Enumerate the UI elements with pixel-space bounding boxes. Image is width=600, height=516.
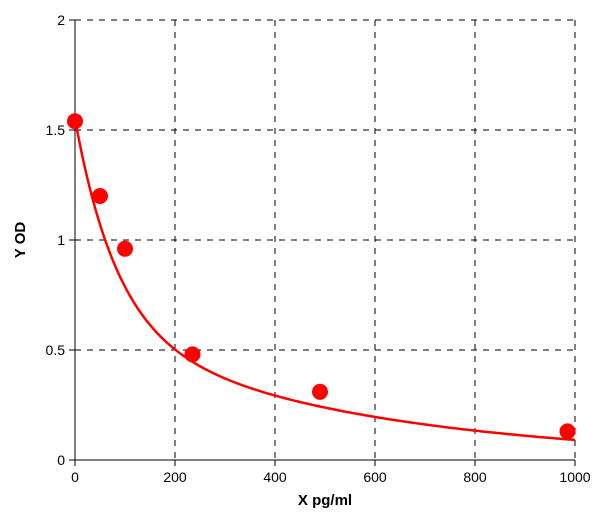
chart-container: 0 200 400 600 800 1000 0 0.5 1 1.5 2 X pg/ml Y OD <box>0 0 600 516</box>
y-axis-label: Y OD <box>12 222 29 259</box>
x-tick-label: 1000 <box>559 469 590 485</box>
data-point <box>67 113 83 129</box>
x-tick-label: 0 <box>71 469 79 485</box>
y-tick-label: 0.5 <box>46 342 66 358</box>
data-point <box>312 384 328 400</box>
y-tick-label: 1 <box>57 232 65 248</box>
y-tick-label: 1.5 <box>46 122 66 138</box>
x-tick-label: 400 <box>263 469 287 485</box>
x-tick-label: 600 <box>363 469 387 485</box>
data-point <box>185 346 201 362</box>
x-tick-label: 800 <box>463 469 487 485</box>
y-tick-label: 0 <box>57 452 65 468</box>
data-point <box>92 188 108 204</box>
x-axis-label: X pg/ml <box>298 492 352 509</box>
chart-svg: 0 200 400 600 800 1000 0 0.5 1 1.5 2 X pg/ml Y OD <box>0 0 600 516</box>
y-tick-label: 2 <box>57 12 65 28</box>
data-point <box>560 423 576 439</box>
x-tick-label: 200 <box>163 469 187 485</box>
data-point <box>117 241 133 257</box>
